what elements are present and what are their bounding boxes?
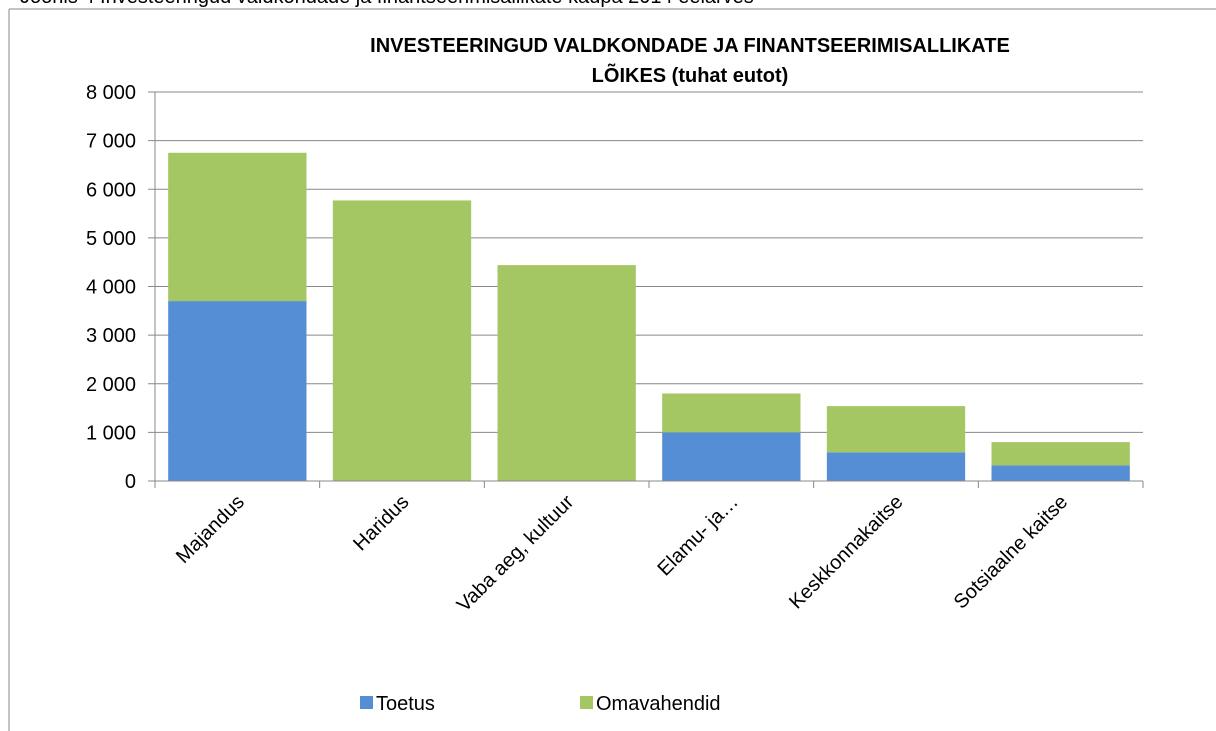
x-tick-label: Keskkonnakaitse [785, 491, 907, 613]
bar-segment [662, 432, 801, 481]
bar-segment [168, 301, 307, 481]
x-tick-label: Majandus [172, 491, 249, 568]
bar-segment [497, 265, 636, 481]
x-tick-label: Vaba aeg, kultuur [453, 491, 579, 617]
legend-swatch [580, 696, 593, 709]
chart-title: INVESTEERINGUD VALDKONDADE JA FINANTSEER… [370, 35, 1010, 87]
y-tick-label: 1 000 [86, 422, 136, 444]
y-tick-label: 0 [125, 471, 136, 493]
y-tick-label: 3 000 [86, 325, 136, 347]
bar-segment [826, 452, 966, 481]
bar-segment [662, 393, 801, 433]
legend-swatch [360, 696, 373, 709]
bar-segment [991, 465, 1130, 481]
caption: Joonis 4 Investeeringud valdkondade ja f… [20, 0, 754, 8]
bar-segment [168, 152, 307, 302]
y-tick-label: 6 000 [86, 179, 136, 201]
bar-segment [332, 200, 472, 481]
x-tick-label: Haridus [349, 491, 413, 555]
legend-label: Omavahendid [596, 693, 721, 715]
y-tick-label: 5 000 [86, 228, 136, 250]
y-tick-label: 4 000 [86, 277, 136, 299]
x-tick-label: Elamu- ja… [653, 491, 742, 580]
y-tick-label: 7 000 [86, 131, 136, 153]
x-tick-label: Sotsiaalne kaitse [950, 491, 1072, 613]
bar-segment [826, 406, 966, 453]
y-tick-label: 2 000 [86, 374, 136, 396]
bar-segment [991, 442, 1130, 466]
y-tick-label: 8 000 [86, 82, 136, 104]
legend-label: Toetus [376, 693, 435, 715]
